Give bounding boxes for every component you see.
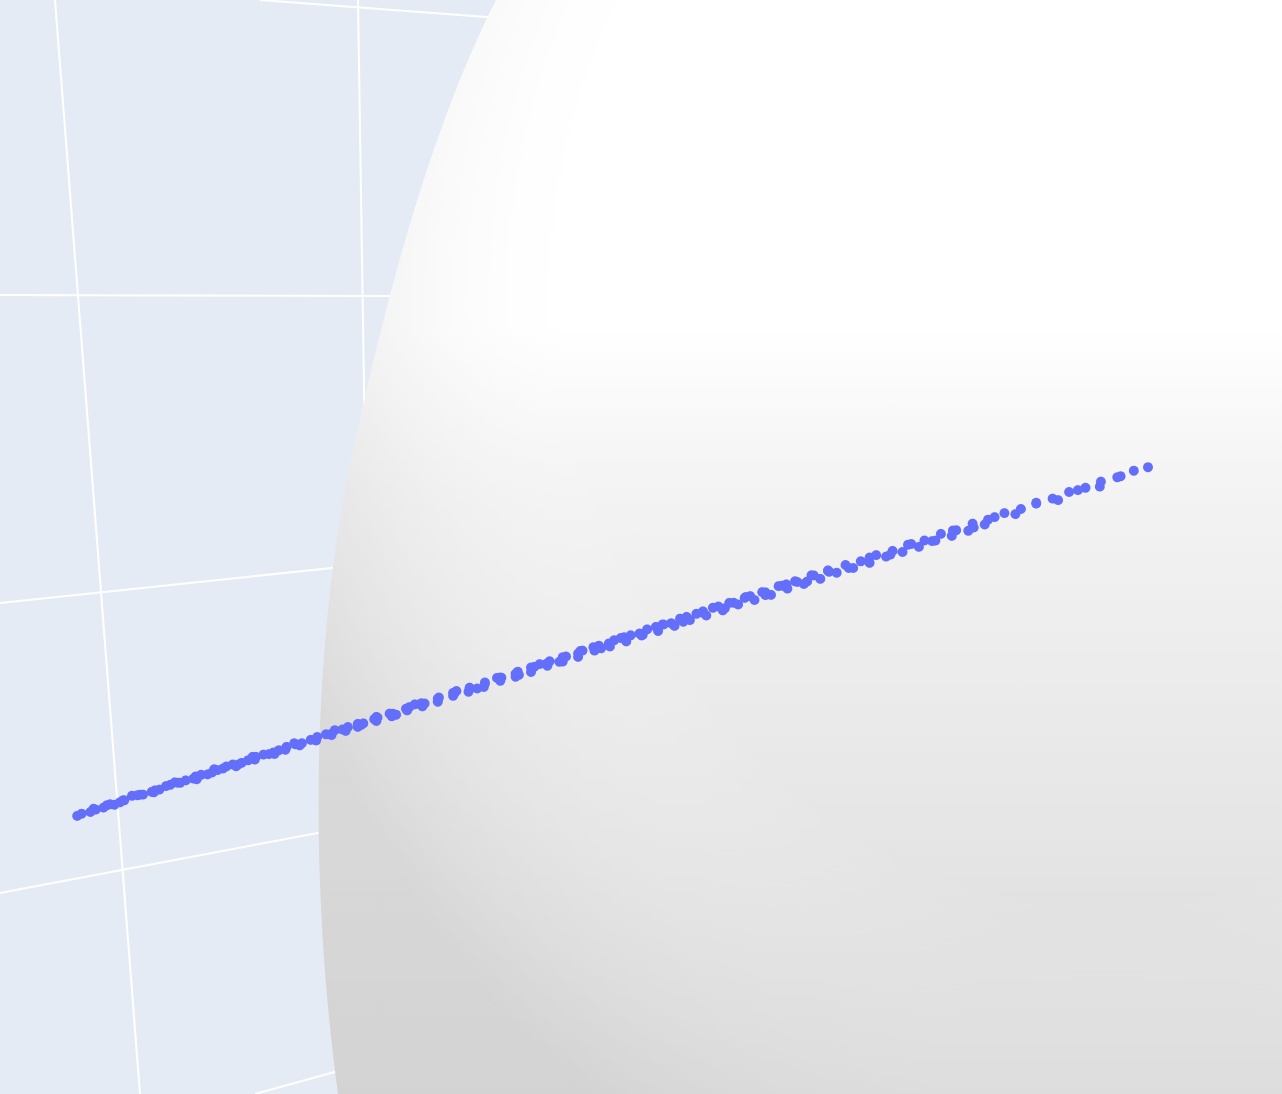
scatter-point[interactable] — [864, 557, 875, 568]
scatter-point[interactable] — [897, 547, 908, 557]
scatter-point[interactable] — [669, 620, 680, 631]
scatter-point[interactable] — [773, 581, 784, 592]
scatter-point[interactable] — [105, 799, 116, 810]
scatter-point[interactable] — [90, 804, 101, 815]
scatter-point[interactable] — [749, 595, 760, 605]
scatter-point[interactable] — [227, 759, 238, 770]
scatter-point[interactable] — [707, 602, 718, 613]
scatter-point[interactable] — [188, 773, 199, 784]
scatter-point[interactable] — [823, 565, 833, 576]
scatter-point[interactable] — [881, 551, 892, 562]
scatter-point[interactable] — [432, 693, 443, 704]
scatter-point[interactable] — [1053, 495, 1064, 506]
scatter-point[interactable] — [561, 651, 571, 662]
scatter-point[interactable] — [848, 563, 859, 573]
grid-line — [0, 564, 361, 604]
scatter-point[interactable] — [724, 597, 735, 608]
scatter-point[interactable] — [642, 624, 653, 635]
scatter-point[interactable] — [173, 777, 183, 788]
scatter-point[interactable] — [979, 519, 990, 530]
scatter-point[interactable] — [337, 724, 348, 735]
scatter-point[interactable] — [740, 592, 751, 602]
scatter-point[interactable] — [127, 790, 137, 801]
scatter-point[interactable] — [930, 535, 941, 546]
scatter-point[interactable] — [1128, 465, 1139, 476]
scatter-point[interactable] — [76, 808, 87, 819]
scatter-point[interactable] — [1115, 471, 1126, 482]
scatter-point[interactable] — [258, 749, 269, 760]
scatter-point[interactable] — [766, 589, 776, 600]
scatter-point[interactable] — [1010, 509, 1021, 520]
scatter-point[interactable] — [212, 765, 223, 776]
scatter-point[interactable] — [369, 714, 380, 725]
grid-line — [0, 824, 361, 894]
scatter-point[interactable] — [593, 640, 604, 651]
scatter-point[interactable] — [119, 795, 130, 806]
scatter-point[interactable] — [1072, 485, 1083, 496]
scatter-point[interactable] — [512, 666, 523, 677]
scatter-point[interactable] — [196, 769, 207, 780]
scatter-point[interactable] — [815, 573, 826, 584]
scatter-point[interactable] — [479, 677, 490, 688]
scatter-point[interactable] — [691, 608, 702, 619]
scatter-point[interactable] — [946, 530, 957, 541]
scatter-point[interactable] — [806, 570, 817, 581]
scatter-point[interactable] — [134, 789, 145, 800]
scatter-point[interactable] — [416, 698, 427, 709]
scatter-point[interactable] — [150, 785, 160, 796]
scatter-point[interactable] — [180, 775, 191, 786]
scatter-point[interactable] — [906, 539, 917, 549]
scatter-point[interactable] — [733, 599, 744, 610]
grid-line — [0, 294, 401, 297]
scatter-point[interactable] — [577, 645, 588, 656]
scatter-point[interactable] — [658, 619, 669, 630]
scatter-point[interactable] — [273, 745, 284, 756]
scatter-point[interactable] — [290, 739, 301, 750]
scatter-point[interactable] — [831, 567, 842, 578]
scatter-point[interactable] — [790, 576, 801, 587]
scatter-point[interactable] — [544, 656, 555, 667]
scatter-point[interactable] — [913, 541, 924, 552]
shaded-surface-overlay — [318, 0, 1282, 1094]
scatter-point[interactable] — [448, 687, 459, 698]
scatter-point[interactable] — [684, 615, 695, 626]
scatter-point[interactable] — [675, 613, 685, 624]
scatter-point[interactable] — [1094, 481, 1105, 492]
scatter-point[interactable] — [963, 525, 974, 536]
scatter-point[interactable] — [1143, 462, 1153, 473]
scatter-point[interactable] — [717, 605, 728, 616]
scatter-point[interactable] — [352, 718, 363, 729]
scatter-point[interactable] — [321, 729, 331, 740]
scatter-point[interactable] — [989, 512, 1000, 523]
scatter-point[interactable] — [701, 610, 712, 621]
scatter-point[interactable] — [165, 779, 176, 790]
scatter-point[interactable] — [401, 703, 411, 714]
scatter-point[interactable] — [625, 630, 636, 641]
scatter-point[interactable] — [798, 579, 809, 589]
grid-line — [54, 0, 141, 1094]
scatter-point[interactable] — [1080, 482, 1091, 493]
scatter-point[interactable] — [1031, 498, 1042, 509]
scatter-point[interactable] — [1064, 487, 1075, 497]
scatter-point[interactable] — [305, 734, 316, 745]
scatter-point[interactable] — [529, 661, 540, 672]
scatter-point[interactable] — [464, 683, 475, 694]
grid-line — [259, 0, 501, 19]
scatter-point[interactable] — [999, 508, 1010, 519]
scatter-point[interactable] — [757, 587, 768, 598]
scatter-point[interactable] — [384, 708, 395, 719]
scatter-point[interactable] — [243, 755, 254, 766]
scatter-point[interactable] — [496, 672, 507, 683]
scatter-point[interactable] — [855, 556, 866, 567]
scatter-point[interactable] — [782, 583, 793, 594]
scatter-point[interactable] — [609, 635, 620, 646]
scatter-points-layer — [72, 462, 1153, 821]
scatter-point[interactable] — [935, 528, 946, 539]
